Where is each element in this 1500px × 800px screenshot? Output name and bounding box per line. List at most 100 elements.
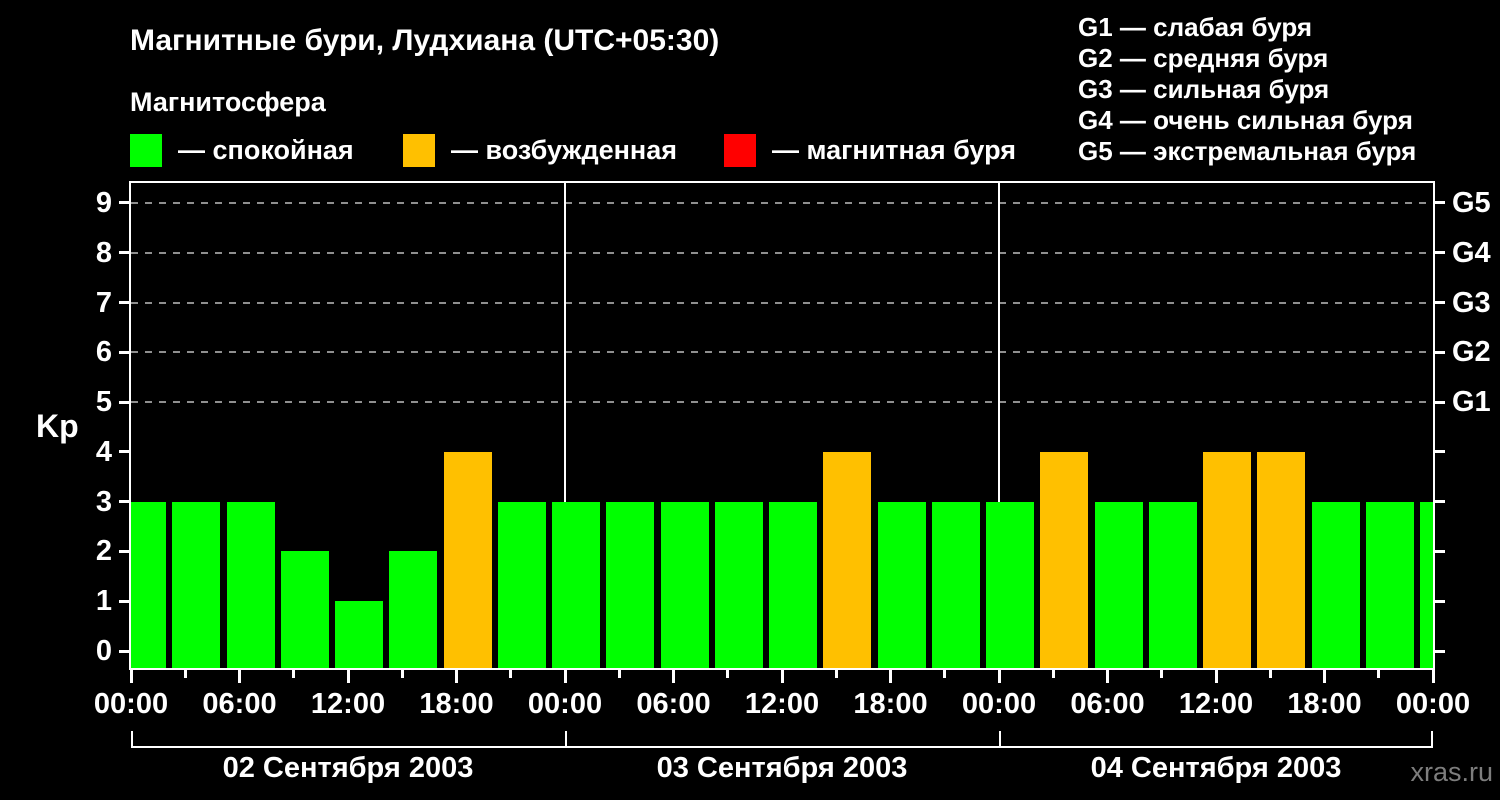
day-separator-line	[998, 183, 1000, 668]
legend-item-storm: — магнитная буря	[724, 131, 1016, 169]
x-tick	[726, 670, 730, 678]
kp-bar	[606, 501, 655, 668]
x-tick-label: 00:00	[1395, 688, 1471, 720]
kp-bar	[1365, 501, 1414, 668]
storm-color-swatch	[724, 133, 756, 167]
legend-label: — спокойная	[178, 134, 354, 165]
grid-line	[131, 351, 1433, 354]
kp-bar	[1040, 451, 1089, 668]
kp-bar	[714, 501, 763, 668]
y-tick	[119, 450, 129, 454]
right-axis-tick	[1435, 450, 1445, 454]
kp-bar	[1148, 501, 1197, 668]
y-tick-label: 6	[95, 336, 112, 369]
watermark: xras.ru	[1410, 757, 1493, 787]
x-tick	[1160, 670, 1164, 678]
x-tick-label: 06:00	[636, 688, 711, 720]
date-bracket-tick	[1431, 731, 1433, 746]
y-axis-title: Kp	[36, 408, 79, 444]
x-tick	[672, 670, 675, 683]
x-tick-label: 06:00	[1070, 688, 1145, 720]
x-tick	[1377, 670, 1381, 678]
kp-bar	[1420, 501, 1433, 668]
y-tick-label: 9	[95, 186, 112, 219]
date-bracket-tick	[131, 731, 133, 746]
y-tick	[119, 500, 129, 504]
kp-bar	[443, 451, 492, 668]
x-tick-label: 18:00	[1287, 688, 1362, 720]
right-axis-tick	[1435, 301, 1445, 305]
date-bracket-line	[131, 746, 1433, 748]
y-tick	[119, 350, 129, 354]
grid-line	[131, 251, 1433, 254]
right-axis-tick	[1435, 649, 1445, 653]
g-scale-line: G1 — слабая буря	[1078, 12, 1313, 42]
x-tick-label: 12:00	[310, 688, 386, 720]
x-tick-label: 00:00	[961, 688, 1037, 720]
excited-color-swatch	[403, 133, 435, 167]
x-tick-label: 12:00	[1178, 688, 1254, 720]
grid-line	[131, 201, 1433, 204]
x-tick	[997, 670, 1001, 683]
x-tick	[400, 670, 404, 678]
y-tick-label: 8	[95, 236, 112, 269]
right-axis-tick	[1435, 400, 1445, 404]
kp-bar	[660, 501, 709, 668]
g-scale-line: G3 — сильная буря	[1078, 74, 1330, 104]
legend-item-quiet: — спокойная	[130, 131, 354, 169]
y-tick-label: 7	[95, 286, 112, 319]
y-tick	[119, 599, 129, 603]
date-bracket-tick	[565, 731, 567, 746]
kp-bar	[280, 551, 329, 668]
legend-item-excited: — возбужденная	[403, 131, 677, 169]
x-tick	[292, 670, 296, 678]
chart-subtitle: Магнитосфера	[130, 87, 326, 117]
x-tick	[1214, 670, 1218, 683]
y-tick	[119, 400, 129, 404]
x-tick	[889, 670, 892, 683]
y-tick	[119, 301, 129, 305]
g-scale-line: G4 — очень сильная буря	[1078, 105, 1413, 135]
kp-bar	[823, 451, 872, 668]
kp-bar	[769, 501, 817, 668]
date-bracket-tick	[999, 731, 1001, 746]
x-tick-label: 00:00	[527, 688, 603, 720]
y-tick-label: 1	[95, 585, 112, 618]
legend-label: — возбужденная	[451, 134, 677, 165]
kp-bar	[1094, 501, 1143, 668]
x-tick	[1106, 670, 1109, 683]
x-tick-label: 18:00	[419, 688, 494, 720]
kp-bar	[552, 501, 600, 668]
x-tick	[509, 670, 513, 678]
right-axis-tick	[1435, 251, 1445, 255]
x-tick	[563, 670, 567, 683]
right-axis-tick	[1435, 500, 1445, 504]
x-tick	[834, 670, 838, 678]
kp-bar	[131, 501, 166, 668]
date-label: 02 Сентября 2003	[222, 752, 474, 784]
x-tick	[129, 670, 133, 683]
right-axis-tick	[1435, 599, 1445, 603]
y-tick-label: 0	[95, 635, 112, 667]
legend-label: — магнитная буря	[772, 134, 1016, 165]
x-tick	[1323, 670, 1326, 683]
y-tick	[119, 649, 129, 653]
kp-bar	[1203, 451, 1251, 668]
g-axis-label: G2	[1452, 336, 1491, 369]
kp-bar	[877, 501, 926, 668]
x-tick	[1431, 670, 1435, 683]
g-axis-label: G1	[1452, 386, 1491, 419]
plot-area	[129, 181, 1435, 670]
y-tick	[119, 549, 129, 553]
x-tick	[780, 670, 784, 683]
kp-bar	[226, 501, 275, 668]
x-tick	[238, 670, 241, 683]
g-axis-label: G4	[1452, 236, 1491, 269]
right-axis-tick	[1435, 201, 1445, 205]
grid-line	[131, 401, 1433, 404]
x-tick-label: 00:00	[93, 688, 169, 720]
x-tick	[1268, 670, 1272, 678]
g-axis-label: G5	[1452, 186, 1491, 219]
x-tick	[183, 670, 187, 678]
